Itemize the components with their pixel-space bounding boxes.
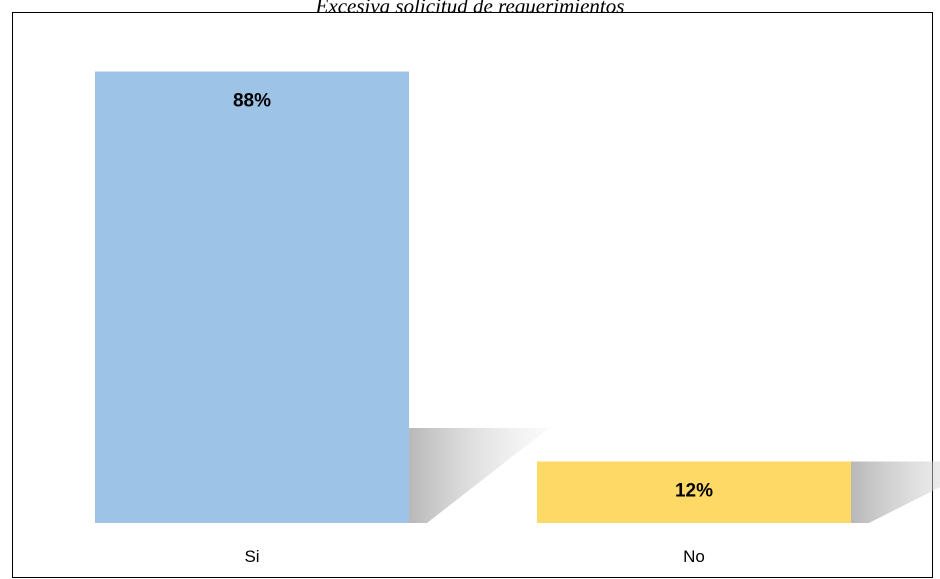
- category-label-si: Si: [244, 547, 259, 566]
- bar-shadow-si: [409, 428, 549, 523]
- data-label-no: 12%: [675, 480, 713, 501]
- bar-no: [537, 461, 851, 523]
- bar-shadow-no: [851, 461, 940, 523]
- data-label-si: 88%: [233, 91, 271, 112]
- category-label-no: No: [683, 547, 705, 566]
- bar-si: [95, 71, 409, 523]
